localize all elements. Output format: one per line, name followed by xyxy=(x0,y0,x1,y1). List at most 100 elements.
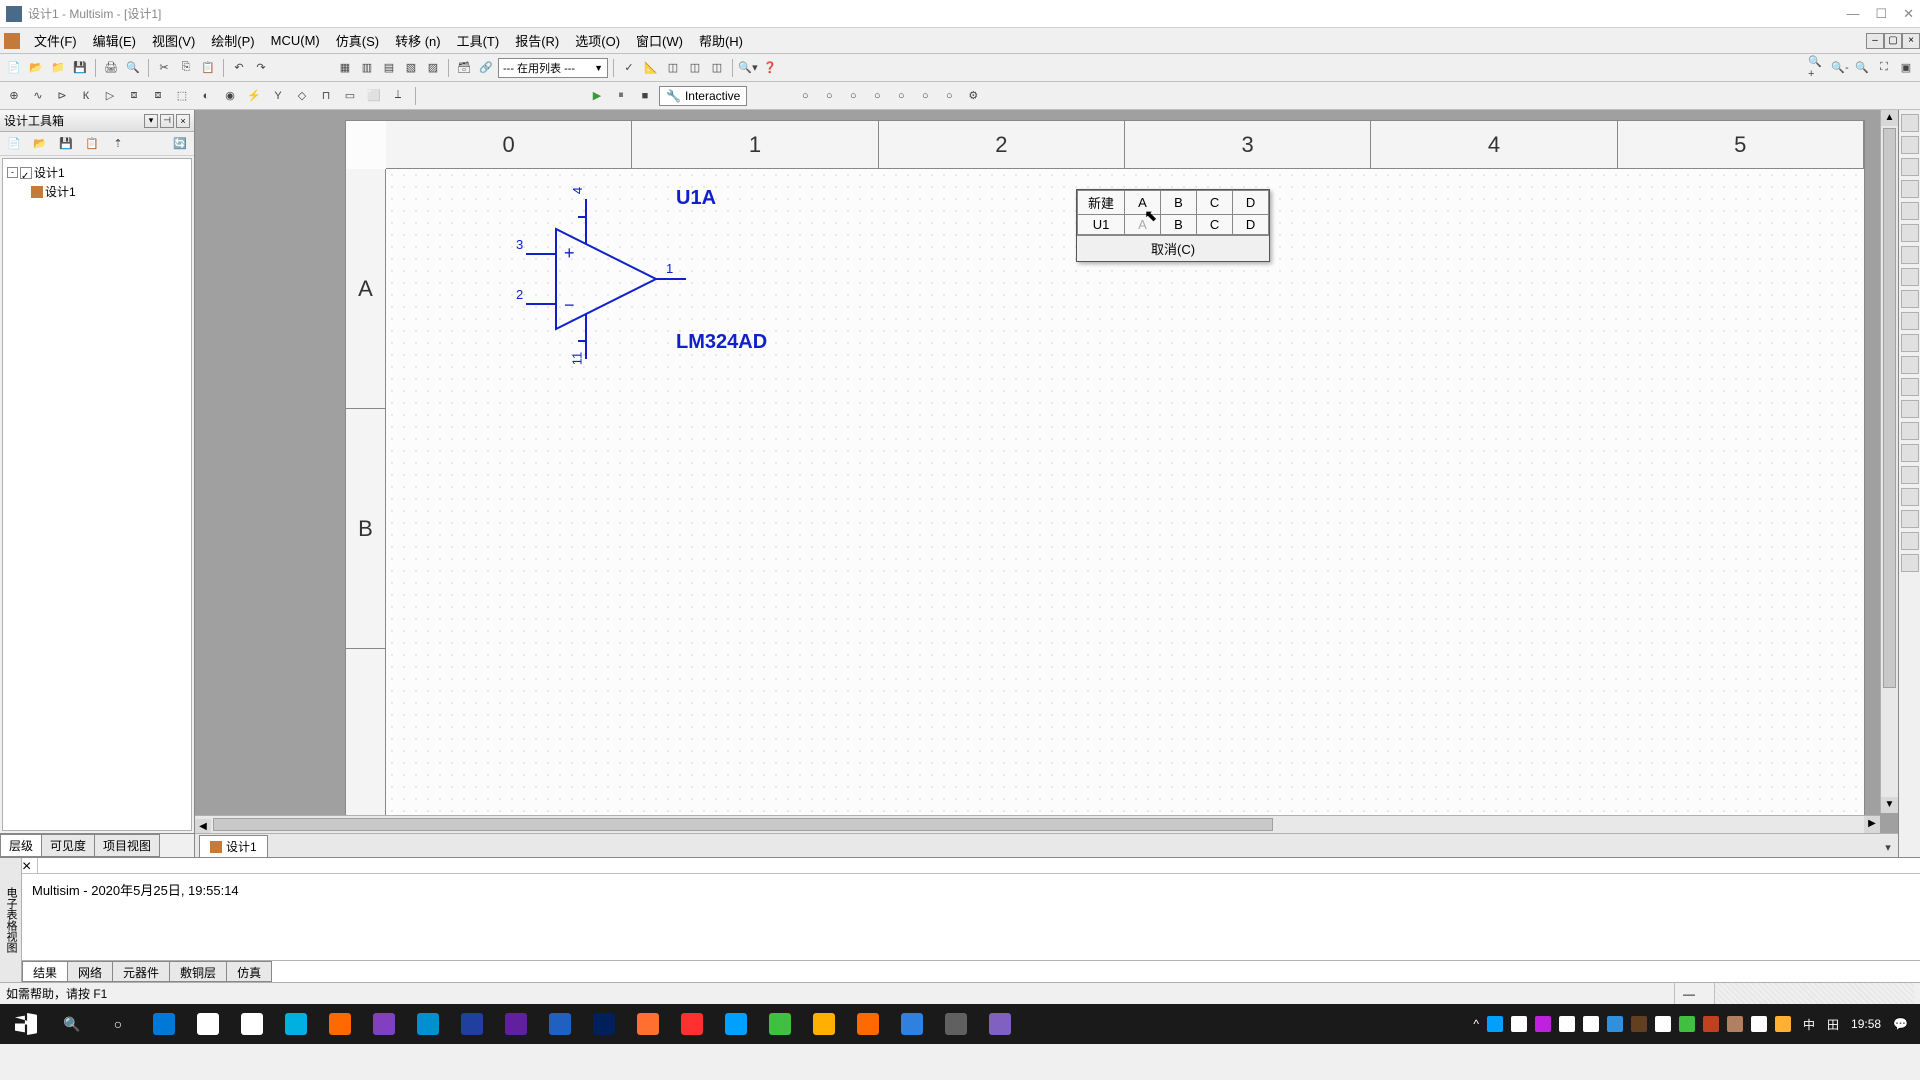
ime-indicator[interactable]: 中 xyxy=(1803,1016,1815,1033)
taskbar-app-1[interactable] xyxy=(186,1006,230,1042)
tray-icon-0[interactable] xyxy=(1487,1016,1503,1032)
taskbar-app-13[interactable] xyxy=(714,1006,758,1042)
zoom-in-icon[interactable]: 🔍+ xyxy=(1808,58,1828,78)
output-tab-nets[interactable]: 网络 xyxy=(67,961,113,982)
grid4-icon[interactable]: ▧ xyxy=(401,58,421,78)
start-button[interactable] xyxy=(4,1006,48,1042)
place-diode-icon[interactable]: ⊳ xyxy=(52,86,72,106)
zoom-fit-icon[interactable]: ⛶ xyxy=(1874,58,1894,78)
grid2-icon[interactable]: ▥ xyxy=(357,58,377,78)
taskbar-app-6[interactable] xyxy=(406,1006,450,1042)
link-icon[interactable]: 🔗 xyxy=(476,58,496,78)
zoom-out-icon[interactable]: 🔍- xyxy=(1830,58,1850,78)
menu-report[interactable]: 报告(R) xyxy=(507,29,567,52)
taskbar-app-11[interactable] xyxy=(626,1006,670,1042)
place-cmos-icon[interactable]: ⧈ xyxy=(148,86,168,106)
taskbar-app-4[interactable] xyxy=(318,1006,362,1042)
grid3-icon[interactable]: ▤ xyxy=(379,58,399,78)
instrument-bode-icon[interactable] xyxy=(1901,224,1919,242)
schematic-paper[interactable]: 0 1 2 3 4 5 A B xyxy=(345,120,1865,833)
popup-cancel-button[interactable]: 取消(C) xyxy=(1077,235,1269,261)
probe-settings-icon[interactable]: ⚙ xyxy=(963,86,983,106)
taskbar-app-16[interactable] xyxy=(846,1006,890,1042)
scroll-down-icon[interactable]: ▼ xyxy=(1881,797,1898,813)
open-icon[interactable]: 📂 xyxy=(26,58,46,78)
mdi-restore[interactable]: ▢ xyxy=(1884,33,1902,49)
menu-simulate[interactable]: 仿真(S) xyxy=(328,29,387,52)
instrument-current-icon[interactable] xyxy=(1901,554,1919,572)
wiz-icon[interactable]: 📐 xyxy=(641,58,661,78)
menu-mcu[interactable]: MCU(M) xyxy=(263,31,328,50)
sidebar-tab-visibility[interactable]: 可见度 xyxy=(41,834,95,857)
component-ref-label[interactable]: U1A xyxy=(676,187,716,210)
tray-icon-2[interactable] xyxy=(1535,1016,1551,1032)
inuse-list-combo[interactable]: --- 在用列表 --- ▼ xyxy=(498,58,608,78)
menu-edit[interactable]: 编辑(E) xyxy=(85,29,144,52)
doc-tabs-menu-icon[interactable]: ▾ xyxy=(1878,837,1898,857)
cortana-button[interactable]: ○ xyxy=(96,1006,140,1042)
sidebar-pin-icon[interactable]: ▾ xyxy=(144,114,158,128)
tray-icon-12[interactable] xyxy=(1775,1016,1791,1032)
probe4-icon[interactable]: ○ xyxy=(867,86,887,106)
instrument-multimeter-icon[interactable] xyxy=(1901,114,1919,132)
popup-new-c[interactable]: C xyxy=(1197,191,1233,215)
scroll-right-icon[interactable]: ▶ xyxy=(1864,816,1880,833)
output-close-icon[interactable]: × xyxy=(22,858,38,873)
popup-u1-d[interactable]: D xyxy=(1233,215,1269,235)
instrument-scope-icon[interactable] xyxy=(1901,180,1919,198)
instrument-4ch-scope-icon[interactable] xyxy=(1901,202,1919,220)
menu-tools[interactable]: 工具(T) xyxy=(449,29,508,52)
taskbar-app-14[interactable] xyxy=(758,1006,802,1042)
instrument-tek-scope-icon[interactable] xyxy=(1901,488,1919,506)
menu-window[interactable]: 窗口(W) xyxy=(628,29,691,52)
ime-grid[interactable]: 田 xyxy=(1827,1016,1839,1033)
place-analog-icon[interactable]: ▷ xyxy=(100,86,120,106)
open-design-icon[interactable]: 📁 xyxy=(48,58,68,78)
pause-icon[interactable]: ⏸ xyxy=(611,86,631,106)
menu-options[interactable]: 选项(O) xyxy=(567,29,628,52)
notification-icon[interactable]: 💬 xyxy=(1893,1017,1908,1031)
output-side-tab[interactable]: 电子表格视图 xyxy=(0,858,22,982)
db-icon[interactable]: 🗃 xyxy=(454,58,474,78)
place-hier-icon[interactable]: ⬜ xyxy=(364,86,384,106)
sb-new-icon[interactable]: 📄 xyxy=(4,134,24,154)
minimize-button[interactable]: — xyxy=(1846,6,1859,22)
vertical-scrollbar[interactable]: ▲ ▼ xyxy=(1880,110,1898,813)
taskbar-app-0[interactable] xyxy=(142,1006,186,1042)
tray-icon-8[interactable] xyxy=(1679,1016,1695,1032)
sidebar-close-icon[interactable]: × xyxy=(176,114,190,128)
maximize-button[interactable]: ☐ xyxy=(1875,6,1887,22)
copy-icon[interactable]: ⎘ xyxy=(176,58,196,78)
place-misc-icon[interactable]: ⬚ xyxy=(172,86,192,106)
place-rf-icon[interactable]: Y xyxy=(268,86,288,106)
menu-transfer[interactable]: 转移 (n) xyxy=(387,29,449,52)
menu-help[interactable]: 帮助(H) xyxy=(691,29,751,52)
sidebar-tab-hierarchy[interactable]: 层级 xyxy=(0,834,42,857)
taskbar-app-10[interactable] xyxy=(582,1006,626,1042)
interactive-mode[interactable]: 🔧 Interactive xyxy=(659,86,747,106)
tree-check-icon[interactable] xyxy=(20,167,32,179)
probe5-icon[interactable]: ○ xyxy=(891,86,911,106)
menu-draw[interactable]: 绘制(P) xyxy=(203,29,262,52)
output-tab-results[interactable]: 结果 xyxy=(22,961,68,982)
place-mcu-icon[interactable]: ▭ xyxy=(340,86,360,106)
grid-icon[interactable]: ▦ xyxy=(335,58,355,78)
taskbar-app-12[interactable] xyxy=(670,1006,714,1042)
check-icon[interactable]: ✓ xyxy=(619,58,639,78)
instrument-logic-icon[interactable] xyxy=(1901,290,1919,308)
menu-file[interactable]: 文件(F) xyxy=(26,29,85,52)
print-preview-icon[interactable]: 🔍 xyxy=(123,58,143,78)
place-indicator-icon[interactable]: ◉ xyxy=(220,86,240,106)
play-icon[interactable]: ▶ xyxy=(587,86,607,106)
search-button[interactable]: 🔍 xyxy=(50,1006,94,1042)
tray-icon-6[interactable] xyxy=(1631,1016,1647,1032)
taskbar-app-17[interactable] xyxy=(890,1006,934,1042)
probe3-icon[interactable]: ○ xyxy=(843,86,863,106)
tray-icon-9[interactable] xyxy=(1703,1016,1719,1032)
scroll-up-icon[interactable]: ▲ xyxy=(1881,110,1898,126)
instrument-spectrum-icon[interactable] xyxy=(1901,378,1919,396)
popup-new-d[interactable]: D xyxy=(1233,191,1269,215)
taskbar-app-15[interactable] xyxy=(802,1006,846,1042)
tray-icon-5[interactable] xyxy=(1607,1016,1623,1032)
help-icon[interactable]: ❓ xyxy=(760,58,780,78)
